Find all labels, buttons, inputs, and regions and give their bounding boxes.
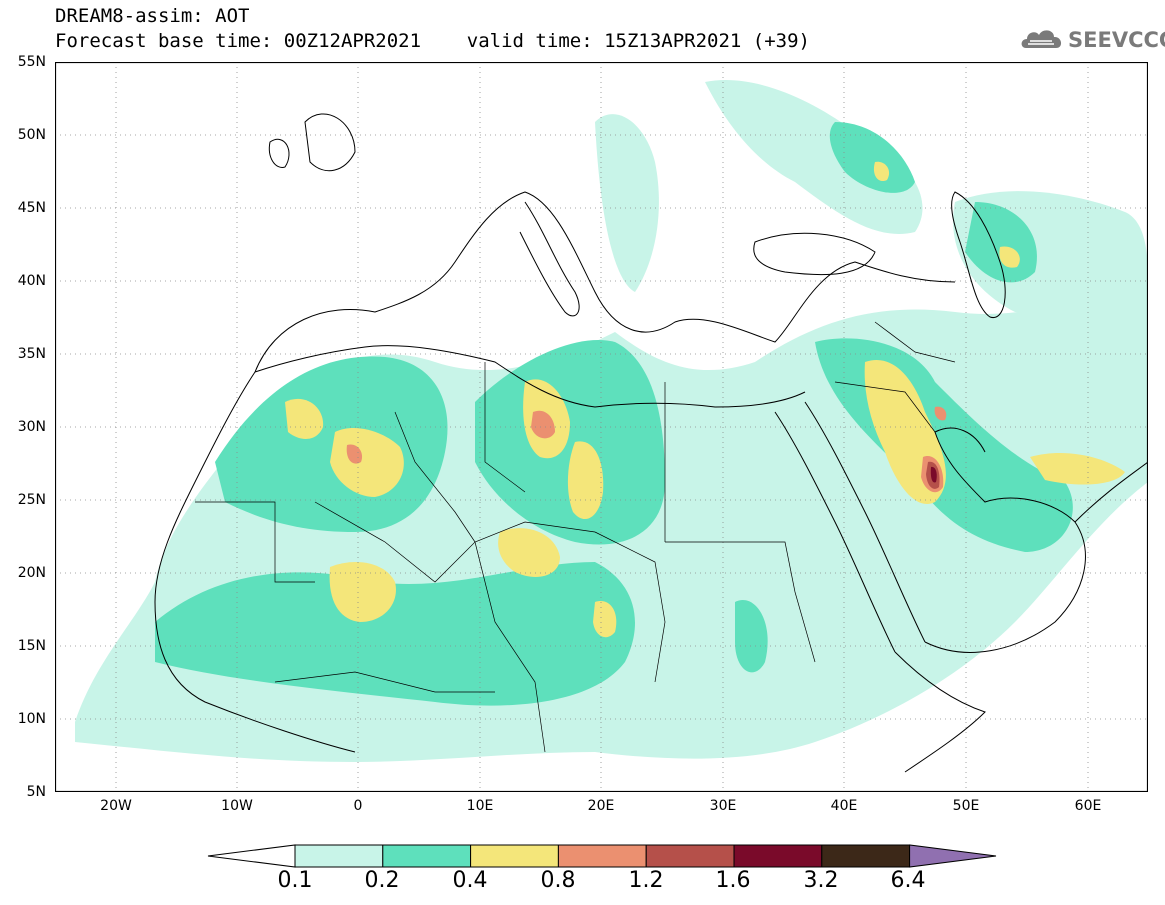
lat-label-50n: 50N [17, 127, 46, 143]
lon-label-40e: 40E [830, 798, 858, 814]
aot-level-1.6 [930, 466, 937, 483]
legend-value: 0.4 [452, 868, 488, 893]
lat-label-5n: 5N [26, 784, 46, 800]
lat-label-20n: 20N [17, 565, 46, 581]
lat-label-25n: 25N [17, 492, 46, 508]
lat-label-45n: 45N [17, 200, 46, 216]
lon-label-50e: 50E [952, 798, 980, 814]
legend-bar [207, 844, 997, 868]
lon-label-60e: 60E [1074, 798, 1102, 814]
legend-swatch-below-min [207, 844, 296, 868]
legend-value: 0.1 [277, 868, 313, 893]
seevccc-logo: SEEVCCC [1018, 22, 1165, 56]
logo-text: SEEVCCC [1068, 28, 1165, 52]
lat-label-10n: 10N [17, 711, 46, 727]
lat-label-40n: 40N [17, 273, 46, 289]
country-borders [195, 321, 956, 753]
legend-swatch-above-max [909, 844, 997, 868]
lon-label-20e: 20E [587, 798, 615, 814]
lon-label-0: 0 [353, 798, 363, 814]
lon-label-20w: 20W [100, 798, 132, 814]
legend-value: 1.2 [628, 868, 664, 893]
forecast-time-subtitle: Forecast base time: 00Z12APR2021 valid t… [55, 30, 810, 52]
legend-swatch [470, 844, 559, 868]
lon-label-10w: 10W [221, 798, 253, 814]
lat-label-15n: 15N [17, 638, 46, 654]
color-legend [207, 843, 997, 869]
lon-label-30e: 30E [709, 798, 737, 814]
legend-value: 3.2 [803, 868, 839, 893]
coastlines [154, 113, 1149, 773]
legend-swatch [294, 844, 384, 868]
lon-label-10e: 10E [466, 798, 494, 814]
aot-map [54, 61, 1149, 793]
legend-value: 6.4 [890, 868, 926, 893]
legend-swatch [557, 844, 647, 868]
map-svg [54, 61, 1149, 793]
legend-value: 0.8 [540, 868, 576, 893]
graticule [55, 62, 1148, 792]
legend-value: 0.2 [364, 868, 400, 893]
legend-swatch [821, 844, 911, 868]
legend-value: 1.6 [715, 868, 751, 893]
cloud-icon [1021, 30, 1062, 48]
lat-label-35n: 35N [17, 346, 46, 362]
legend-swatch [382, 844, 472, 868]
legend-swatch [645, 844, 735, 868]
map-title: DREAM8-assim: AOT [55, 5, 250, 27]
lat-label-30n: 30N [17, 419, 46, 435]
lat-label-55n: 55N [17, 54, 46, 70]
legend-swatch [733, 844, 823, 868]
